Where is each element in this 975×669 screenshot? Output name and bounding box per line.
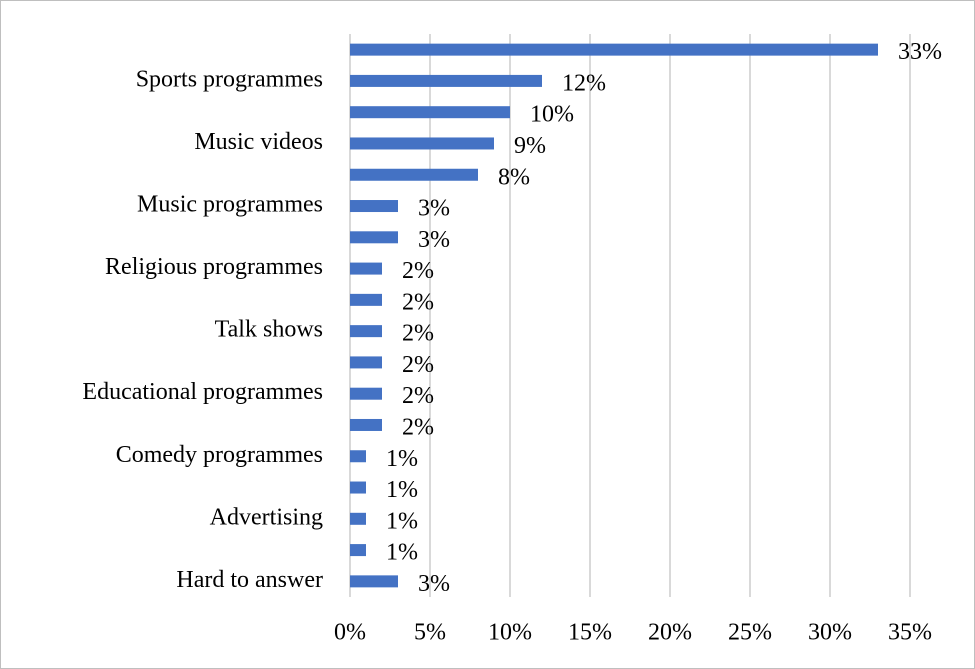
value-label: 2%: [402, 258, 434, 284]
y-tick-label: Sports programmes: [136, 66, 323, 92]
y-tick-label: Religious programmes: [105, 254, 323, 280]
x-tick-label: 35%: [888, 620, 932, 646]
y-tick-label: Educational programmes: [82, 379, 323, 405]
value-label: 2%: [402, 289, 434, 315]
bar: [350, 575, 398, 588]
x-tick-label: 30%: [808, 620, 852, 646]
bar: [350, 481, 366, 494]
value-label: 1%: [386, 508, 418, 534]
bar: [350, 387, 382, 400]
bar: [350, 168, 478, 181]
bar: [350, 200, 398, 213]
value-label: 3%: [418, 227, 450, 253]
bar: [350, 74, 542, 87]
value-label: 12%: [562, 70, 606, 96]
x-tick-label: 25%: [728, 620, 772, 646]
value-label: 10%: [530, 102, 574, 128]
value-label: 1%: [386, 477, 418, 503]
value-label: 2%: [402, 414, 434, 440]
bar: [350, 325, 382, 338]
value-label: 9%: [514, 133, 546, 159]
bar: [350, 106, 510, 119]
x-tick-label: 20%: [648, 620, 692, 646]
y-tick-label: Hard to answer: [176, 567, 323, 593]
value-label: 1%: [386, 446, 418, 472]
value-label: 2%: [402, 383, 434, 409]
x-tick-label: 15%: [568, 620, 612, 646]
value-label: 1%: [386, 540, 418, 566]
bar: [350, 43, 878, 56]
y-tick-label: Advertising: [210, 504, 323, 530]
y-tick-label: Music videos: [194, 129, 323, 155]
bar: [350, 137, 494, 150]
bar: [350, 231, 398, 244]
value-label: 3%: [418, 571, 450, 597]
bar: [350, 356, 382, 369]
y-tick-label: Comedy programmes: [116, 442, 323, 468]
y-tick-label: Talk shows: [215, 317, 323, 343]
value-label: 33%: [898, 39, 942, 65]
value-label: 2%: [402, 321, 434, 347]
value-label: 8%: [498, 164, 530, 190]
bar: [350, 418, 382, 431]
value-label: 2%: [402, 352, 434, 378]
bar: [350, 512, 366, 525]
x-tick-label: 0%: [334, 620, 366, 646]
value-label: 3%: [418, 196, 450, 222]
y-tick-label: Music programmes: [137, 192, 323, 218]
bar: [350, 262, 382, 275]
bar: [350, 544, 366, 557]
x-tick-label: 5%: [414, 620, 446, 646]
x-tick-label: 10%: [488, 620, 532, 646]
bar: [350, 450, 366, 463]
bar: [350, 293, 382, 306]
